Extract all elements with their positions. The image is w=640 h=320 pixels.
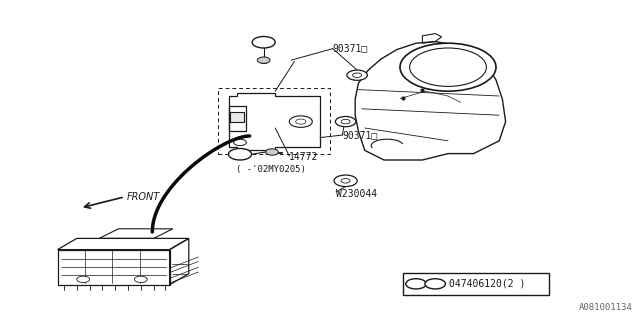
Circle shape [134, 276, 147, 283]
Circle shape [257, 57, 270, 63]
Circle shape [334, 175, 357, 187]
Text: 14772: 14772 [289, 152, 319, 162]
Text: FRONT: FRONT [127, 192, 160, 203]
Text: 047406120(2 ): 047406120(2 ) [449, 279, 525, 289]
Circle shape [266, 149, 278, 155]
Text: ( -'02MY0205): ( -'02MY0205) [236, 165, 305, 174]
Circle shape [353, 73, 362, 77]
Circle shape [234, 139, 246, 146]
Text: 1: 1 [260, 38, 267, 47]
Circle shape [347, 70, 367, 80]
Circle shape [77, 276, 90, 283]
Circle shape [228, 148, 252, 160]
Circle shape [296, 119, 306, 124]
Circle shape [335, 116, 356, 127]
Circle shape [341, 179, 350, 183]
Text: B: B [432, 279, 438, 288]
Text: 1: 1 [413, 279, 419, 288]
Circle shape [406, 279, 426, 289]
Circle shape [410, 48, 486, 86]
Bar [403, 273, 549, 295]
Text: A081001134: A081001134 [579, 303, 632, 312]
Text: 90371□: 90371□ [333, 44, 368, 54]
Circle shape [252, 36, 275, 48]
Circle shape [425, 279, 445, 289]
Text: W230044: W230044 [336, 188, 377, 199]
Text: 90371□: 90371□ [342, 130, 378, 140]
Text: 1: 1 [237, 150, 243, 159]
Circle shape [341, 119, 350, 124]
Circle shape [289, 116, 312, 127]
Polygon shape [230, 112, 244, 122]
Circle shape [400, 43, 496, 91]
